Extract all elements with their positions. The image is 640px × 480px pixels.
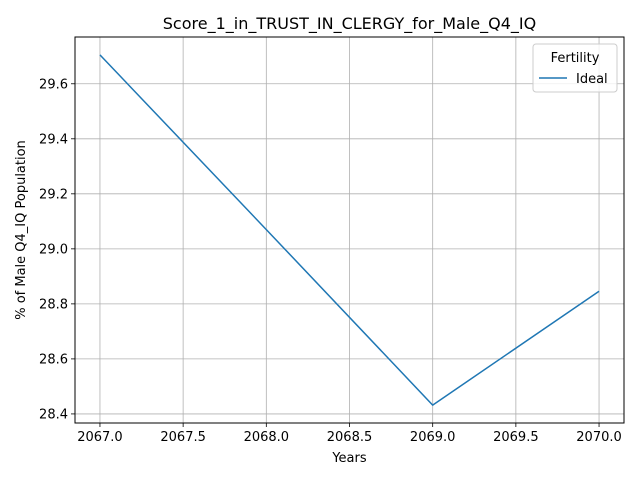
y-tick-label: 29.2 bbox=[39, 187, 68, 202]
legend-box bbox=[532, 43, 618, 93]
legend-title: Fertility bbox=[551, 51, 600, 66]
x-tick-label: 2069.0 bbox=[410, 430, 456, 445]
y-tick-label: 28.6 bbox=[39, 352, 68, 367]
x-tick-label: 2068.0 bbox=[244, 430, 290, 445]
ticks: 2067.0 2067.5 2068.0 2068.5 2069.0 2069.5 2070… bbox=[39, 77, 622, 445]
y-tick-label: 28.8 bbox=[39, 297, 68, 312]
x-tick-label: 2067.0 bbox=[77, 430, 123, 445]
chart-title: Score_1_in_TRUST_IN_CLERGY_for_Male_Q4_I… bbox=[163, 14, 536, 34]
x-tick-label: 2068.5 bbox=[327, 430, 373, 445]
x-tick-label: 2069.5 bbox=[493, 430, 539, 445]
y-tick-label: 29.4 bbox=[39, 132, 68, 147]
x-axis-label: Years bbox=[331, 451, 367, 466]
legend: Fertility Ideal bbox=[532, 43, 618, 93]
y-tick-label: 29.0 bbox=[39, 242, 68, 257]
x-tick-label: 2067.5 bbox=[160, 430, 206, 445]
series-line-ideal bbox=[99, 54, 600, 406]
series-layer bbox=[99, 54, 600, 406]
x-tick-label: 2070.0 bbox=[576, 430, 622, 445]
y-axis-label: % of Male Q4_IQ Population bbox=[14, 140, 29, 320]
y-tick-label: 28.4 bbox=[39, 407, 68, 422]
y-tick-label: 29.6 bbox=[39, 77, 68, 92]
legend-label-ideal: Ideal bbox=[576, 72, 608, 87]
